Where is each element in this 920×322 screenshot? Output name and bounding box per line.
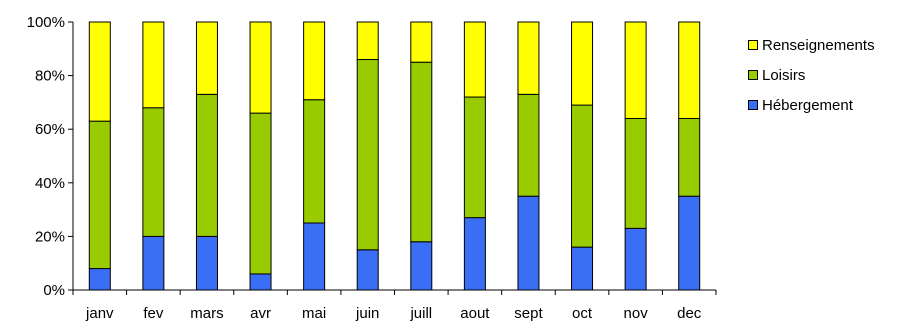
x-tick-label-avr: avr	[250, 305, 271, 322]
y-tick-label: 40%	[35, 175, 65, 192]
y-tick-label: 60%	[35, 121, 65, 138]
bar-segment-hebergement-nov	[624, 227, 647, 291]
bar-segment-loisirs-mai	[303, 99, 326, 224]
x-tick-label-sept: sept	[514, 305, 543, 322]
bar-segment-renseignements-oct	[571, 21, 594, 106]
x-tick-label-juill: juill	[409, 305, 432, 322]
bar-segment-renseignements-sept	[517, 21, 540, 95]
chart-legend: Renseignements Loisirs Hébergement	[748, 30, 875, 120]
bar-segment-hebergement-mars	[195, 235, 218, 291]
bar-segment-hebergement-juill	[410, 241, 433, 291]
bar-segment-hebergement-sept	[517, 195, 540, 291]
bar-segment-renseignements-mai	[303, 21, 326, 101]
bar-segment-loisirs-janv	[88, 120, 111, 270]
legend-label-renseignements: Renseignements	[762, 36, 875, 54]
y-tick-label: 80%	[35, 68, 65, 85]
legend-item-hebergement: Hébergement	[748, 90, 875, 120]
bar-segment-renseignements-mars	[195, 21, 218, 95]
bar-segment-hebergement-janv	[88, 268, 111, 291]
bar-segment-renseignements-avr	[249, 21, 272, 114]
bar-segment-loisirs-oct	[571, 104, 594, 248]
bar-segment-hebergement-oct	[571, 246, 594, 291]
bar-segment-renseignements-juin	[356, 21, 379, 61]
bar-segment-loisirs-sept	[517, 93, 540, 197]
bar-segment-loisirs-aout	[463, 96, 486, 219]
bar-segment-hebergement-juin	[356, 249, 379, 291]
x-tick-label-fev: fev	[143, 305, 164, 322]
bar-segment-hebergement-avr	[249, 273, 272, 291]
bar-segment-loisirs-mars	[195, 93, 218, 237]
x-tick-label-mai: mai	[302, 305, 326, 322]
bar-segment-loisirs-dec	[678, 117, 701, 197]
legend-item-loisirs: Loisirs	[748, 60, 875, 90]
bar-segment-loisirs-juin	[356, 59, 379, 251]
y-tick-label: 0%	[43, 282, 65, 299]
legend-swatch-loisirs	[748, 70, 758, 80]
bar-segment-hebergement-dec	[678, 195, 701, 291]
y-tick-label: 20%	[35, 228, 65, 245]
bar-segment-loisirs-juill	[410, 61, 433, 243]
legend-label-loisirs: Loisirs	[762, 66, 806, 84]
bar-segment-loisirs-nov	[624, 117, 647, 229]
legend-swatch-renseignements	[748, 40, 758, 50]
bar-segment-renseignements-juill	[410, 21, 433, 63]
x-tick-label-aout: aout	[460, 305, 490, 322]
legend-label-hebergement: Hébergement	[762, 96, 853, 114]
x-tick-label-oct: oct	[572, 305, 593, 322]
x-tick-label-mars: mars	[190, 305, 223, 322]
bar-segment-loisirs-fev	[142, 107, 165, 237]
bar-segment-hebergement-mai	[303, 222, 326, 291]
bar-segment-loisirs-avr	[249, 112, 272, 275]
legend-swatch-hebergement	[748, 100, 758, 110]
x-tick-label-janv: janv	[85, 305, 114, 322]
y-tick-label: 100%	[27, 14, 65, 31]
chart-bars	[88, 21, 701, 291]
bar-segment-renseignements-fev	[142, 21, 165, 109]
x-tick-label-juin: juin	[355, 305, 379, 322]
x-tick-label-nov: nov	[624, 305, 649, 322]
bar-segment-renseignements-nov	[624, 21, 647, 119]
chart-tick-labels: 0% 20% 40% 60% 80% 100% janv fev mars avr mai juin j…	[27, 14, 702, 322]
x-tick-label-dec: dec	[677, 305, 702, 322]
bar-segment-renseignements-dec	[678, 21, 701, 119]
chart-axes	[68, 21, 717, 295]
bar-segment-hebergement-fev	[142, 235, 165, 291]
legend-item-renseignements: Renseignements	[748, 30, 875, 60]
bar-segment-hebergement-aout	[463, 217, 486, 291]
bar-segment-renseignements-janv	[88, 21, 111, 122]
bar-segment-renseignements-aout	[463, 21, 486, 98]
